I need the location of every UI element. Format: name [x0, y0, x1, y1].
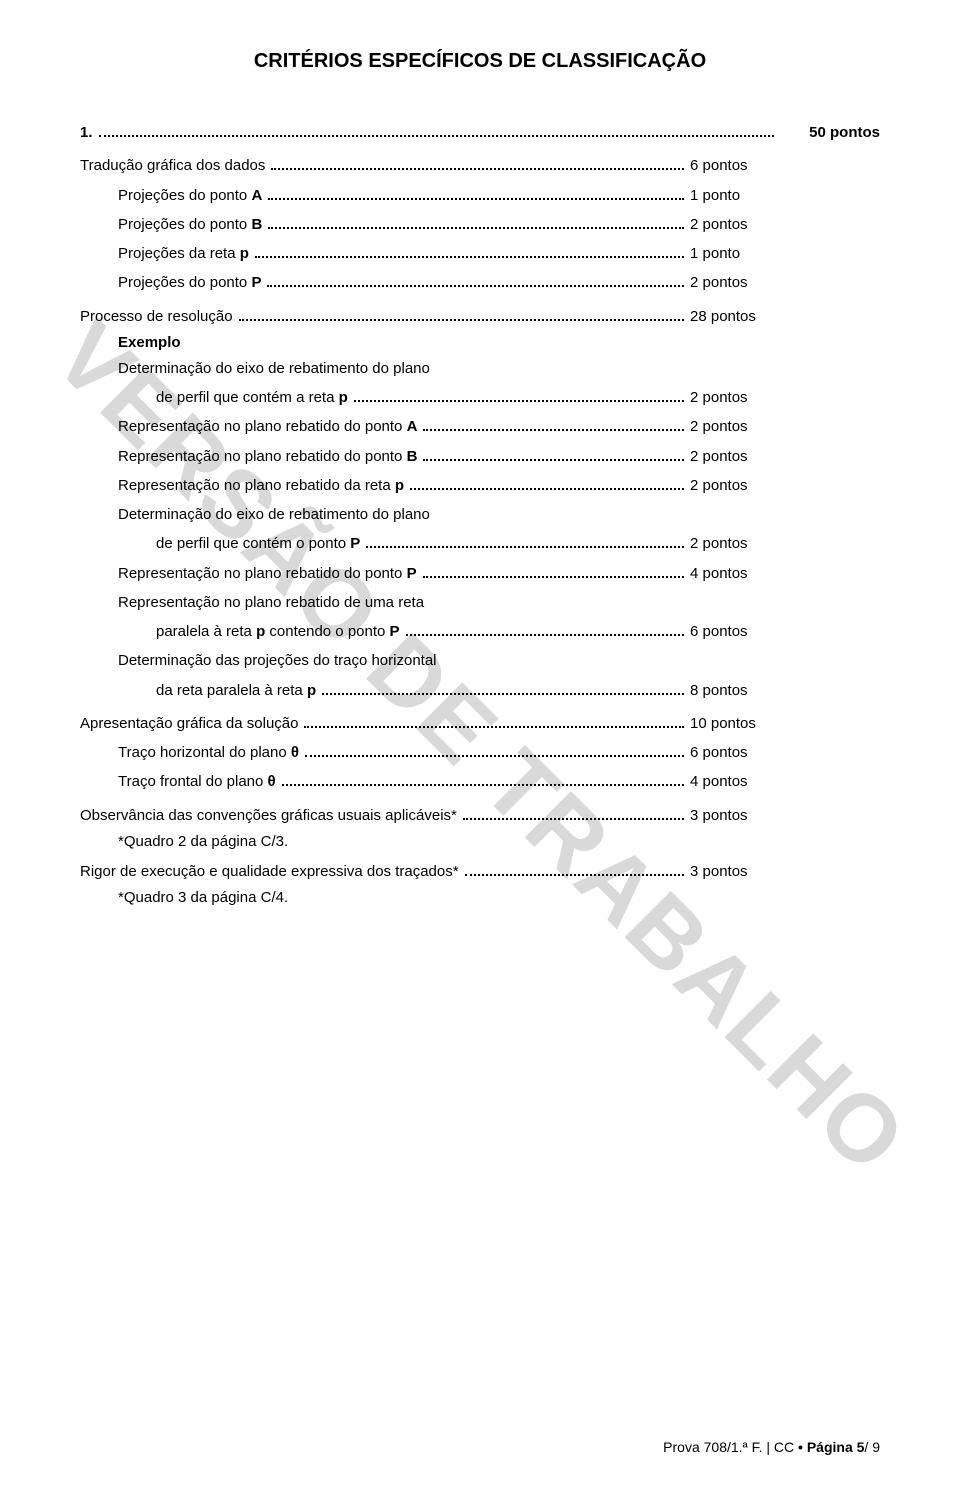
item-label: Representação no plano rebatido do ponto… — [118, 415, 417, 438]
dots — [423, 564, 684, 578]
points: 3 pontos — [690, 860, 780, 883]
section-label: Rigor de execução e qualidade expressiva… — [80, 860, 459, 883]
dots — [465, 862, 684, 876]
points: 4 pontos — [690, 770, 780, 793]
item-label: paralela à reta p contendo o ponto P — [156, 620, 400, 643]
dots — [304, 714, 684, 728]
item-label: de perfil que contém o ponto P — [156, 532, 360, 555]
item-label: Projeções do ponto B — [118, 213, 262, 236]
dots — [268, 215, 684, 229]
points: 6 pontos — [690, 154, 780, 177]
points: 2 pontos — [690, 445, 780, 468]
dots — [463, 806, 684, 820]
item-label: Traço horizontal do plano θ — [118, 741, 299, 764]
page-footer: Prova 708/1.ª F. | CC • Página 5/ 9 — [663, 1439, 880, 1455]
points: 8 pontos — [690, 679, 780, 702]
dots — [267, 274, 684, 288]
total-points: 50 pontos — [780, 121, 880, 144]
points: 2 pontos — [690, 386, 780, 409]
points: 2 pontos — [690, 474, 780, 497]
item-label: Representação no plano rebatido do ponto… — [118, 445, 417, 468]
points: 3 pontos — [690, 804, 780, 827]
section-label: Apresentação gráfica da solução — [80, 712, 298, 735]
points: 28 pontos — [690, 305, 780, 328]
item-label: Projeções da reta p — [118, 242, 249, 265]
item-label: Traço frontal do plano θ — [118, 770, 276, 793]
points: 10 pontos — [690, 712, 780, 735]
section-label: Tradução gráfica dos dados — [80, 154, 265, 177]
footer-sep: | CC — [763, 1439, 799, 1455]
item-label: Projeções do ponto A — [118, 184, 262, 207]
item-label: Representação no plano rebatido da reta … — [118, 474, 404, 497]
item-label: Determinação do eixo de rebatimento do p… — [118, 503, 430, 526]
points: 2 pontos — [690, 415, 780, 438]
points: 2 pontos — [690, 532, 780, 555]
dots — [305, 744, 684, 758]
section-label: Processo de resolução — [80, 305, 233, 328]
points: 2 pontos — [690, 213, 780, 236]
dots — [322, 681, 684, 695]
section-label: Observância das convenções gráficas usua… — [80, 804, 457, 827]
note-text: *Quadro 3 da página C/4. — [118, 889, 880, 906]
footer-pagina: • Página 5 — [798, 1439, 864, 1455]
dots — [268, 186, 684, 200]
dots — [410, 476, 684, 490]
footer-total: / 9 — [864, 1439, 880, 1455]
points: 6 pontos — [690, 741, 780, 764]
dots — [423, 447, 684, 461]
dots — [366, 535, 684, 549]
points: 1 ponto — [690, 184, 780, 207]
dots — [282, 773, 684, 787]
dots — [406, 623, 684, 637]
dots — [239, 307, 684, 321]
item-label: Determinação das projeções do traço hori… — [118, 649, 437, 672]
dots — [271, 157, 684, 171]
page-title: CRITÉRIOS ESPECÍFICOS DE CLASSIFICAÇÃO — [80, 50, 880, 73]
dots — [99, 124, 774, 138]
dots — [255, 245, 684, 259]
dots — [423, 418, 684, 432]
item-label: Representação no plano rebatido do ponto… — [118, 562, 417, 585]
question-number: 1. — [80, 121, 93, 144]
dots — [354, 389, 684, 403]
item-label: Determinação do eixo de rebatimento do p… — [118, 357, 430, 380]
points: 4 pontos — [690, 562, 780, 585]
note-text: *Quadro 2 da página C/3. — [118, 833, 880, 850]
item-label: Representação no plano rebatido de uma r… — [118, 591, 424, 614]
points: 1 ponto — [690, 242, 780, 265]
item-label: Projeções do ponto P — [118, 271, 261, 294]
item-label: de perfil que contém a reta p — [156, 386, 348, 409]
points: 6 pontos — [690, 620, 780, 643]
points: 2 pontos — [690, 271, 780, 294]
footer-prova: Prova 708/1.ª F. — [663, 1439, 762, 1455]
item-label: da reta paralela à reta p — [156, 679, 316, 702]
exemplo-label: Exemplo — [118, 334, 880, 351]
